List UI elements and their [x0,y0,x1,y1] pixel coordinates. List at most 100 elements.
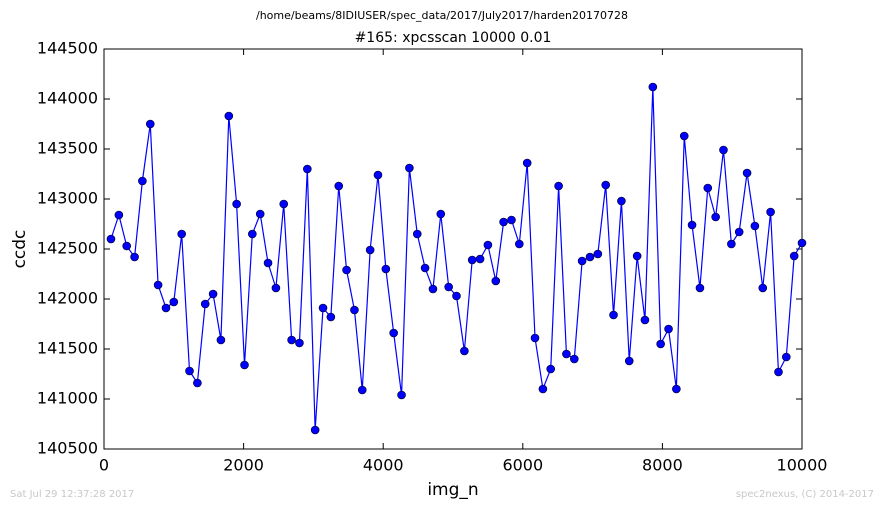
data-point [444,282,453,292]
data-point [169,297,179,307]
y-tick-label: 144500 [37,39,98,58]
data-point [397,390,406,400]
data-point [208,289,218,299]
data-point [711,212,720,222]
data-point [695,283,705,293]
data-point [601,180,611,190]
data-line [110,86,803,431]
x-tick-label: 10000 [777,456,828,475]
data-point [522,158,532,168]
data-point [279,199,289,209]
data-point [797,238,807,248]
y-axis-label: ccdc [10,230,30,269]
footer-right: spec2nexus, (C) 2014-2017 [736,489,874,500]
data-point [640,315,650,325]
data-point [585,252,595,262]
data-point [467,255,477,265]
data-point [428,284,438,294]
data-point [766,207,775,217]
data-point [232,199,241,209]
data-point [672,384,681,394]
data-point [405,163,414,173]
data-point [248,229,257,239]
data-point [114,210,124,220]
data-point [491,276,501,286]
y-tick-label: 143000 [37,189,98,208]
data-point [287,335,296,345]
y-tick-label: 143500 [37,139,98,158]
data-point [483,240,493,250]
data-point [381,264,391,274]
y-tick-label: 142500 [37,239,98,258]
data-point [436,209,446,219]
data-point [664,324,673,334]
data-point [318,303,328,313]
data-point [774,367,783,377]
data-point [648,82,658,92]
data-point [656,339,665,349]
data-point [499,217,508,227]
data-point [255,209,265,219]
data-point [263,258,273,268]
data-point [789,251,799,261]
data-point [781,352,791,362]
x-axis-label: img_n [427,480,478,500]
data-point [617,196,626,206]
data-point [452,291,461,301]
data-point [145,119,155,129]
data-point [161,303,171,313]
data-point [570,354,579,364]
data-point [326,312,336,322]
data-point [538,384,548,394]
data-point [632,251,642,261]
data-point [515,239,524,249]
data-point [389,328,398,338]
x-tick-label: 2000 [223,456,264,475]
data-point [719,145,728,155]
data-point [750,221,760,231]
data-point [334,181,344,191]
data-point [295,338,304,348]
y-tick-label: 140500 [37,439,98,458]
y-tick-label: 142000 [37,289,98,308]
data-point [530,333,540,343]
data-point [507,215,516,225]
data-point [310,425,320,435]
data-point [271,283,281,293]
data-point [350,305,359,315]
data-point [734,227,744,237]
data-point [106,234,116,244]
data-point [216,335,226,345]
data-point [577,256,587,266]
plot-frame [103,48,803,450]
data-point [373,170,383,180]
data-point [546,364,556,374]
data-point [609,310,618,320]
data-point [758,283,768,293]
suptitle: /home/beams/8IDIUSER/spec_data/2017/July… [256,9,628,22]
data-point [742,168,752,178]
data-point [240,360,249,370]
data-point [122,241,131,251]
x-tick-label: 6000 [502,456,543,475]
data-point [138,176,147,186]
data-point [303,164,312,174]
y-tick-label: 141000 [37,389,98,408]
data-point [703,183,713,193]
chart-title: #165: xpcsscan 10000 0.01 [355,30,552,46]
data-point [357,385,367,395]
y-tick-label: 141500 [37,339,98,358]
data-point [365,245,375,255]
data-point [562,349,571,359]
footer-left: Sat Jul 29 12:37:28 2017 [10,489,134,500]
data-point [185,366,194,376]
x-tick-label: 0 [99,456,109,475]
data-point [475,254,485,264]
data-point [200,299,210,309]
data-point [593,249,603,259]
y-tick-label: 144000 [37,89,98,108]
data-point [420,263,430,273]
data-point [412,229,422,239]
data-point [624,356,634,366]
